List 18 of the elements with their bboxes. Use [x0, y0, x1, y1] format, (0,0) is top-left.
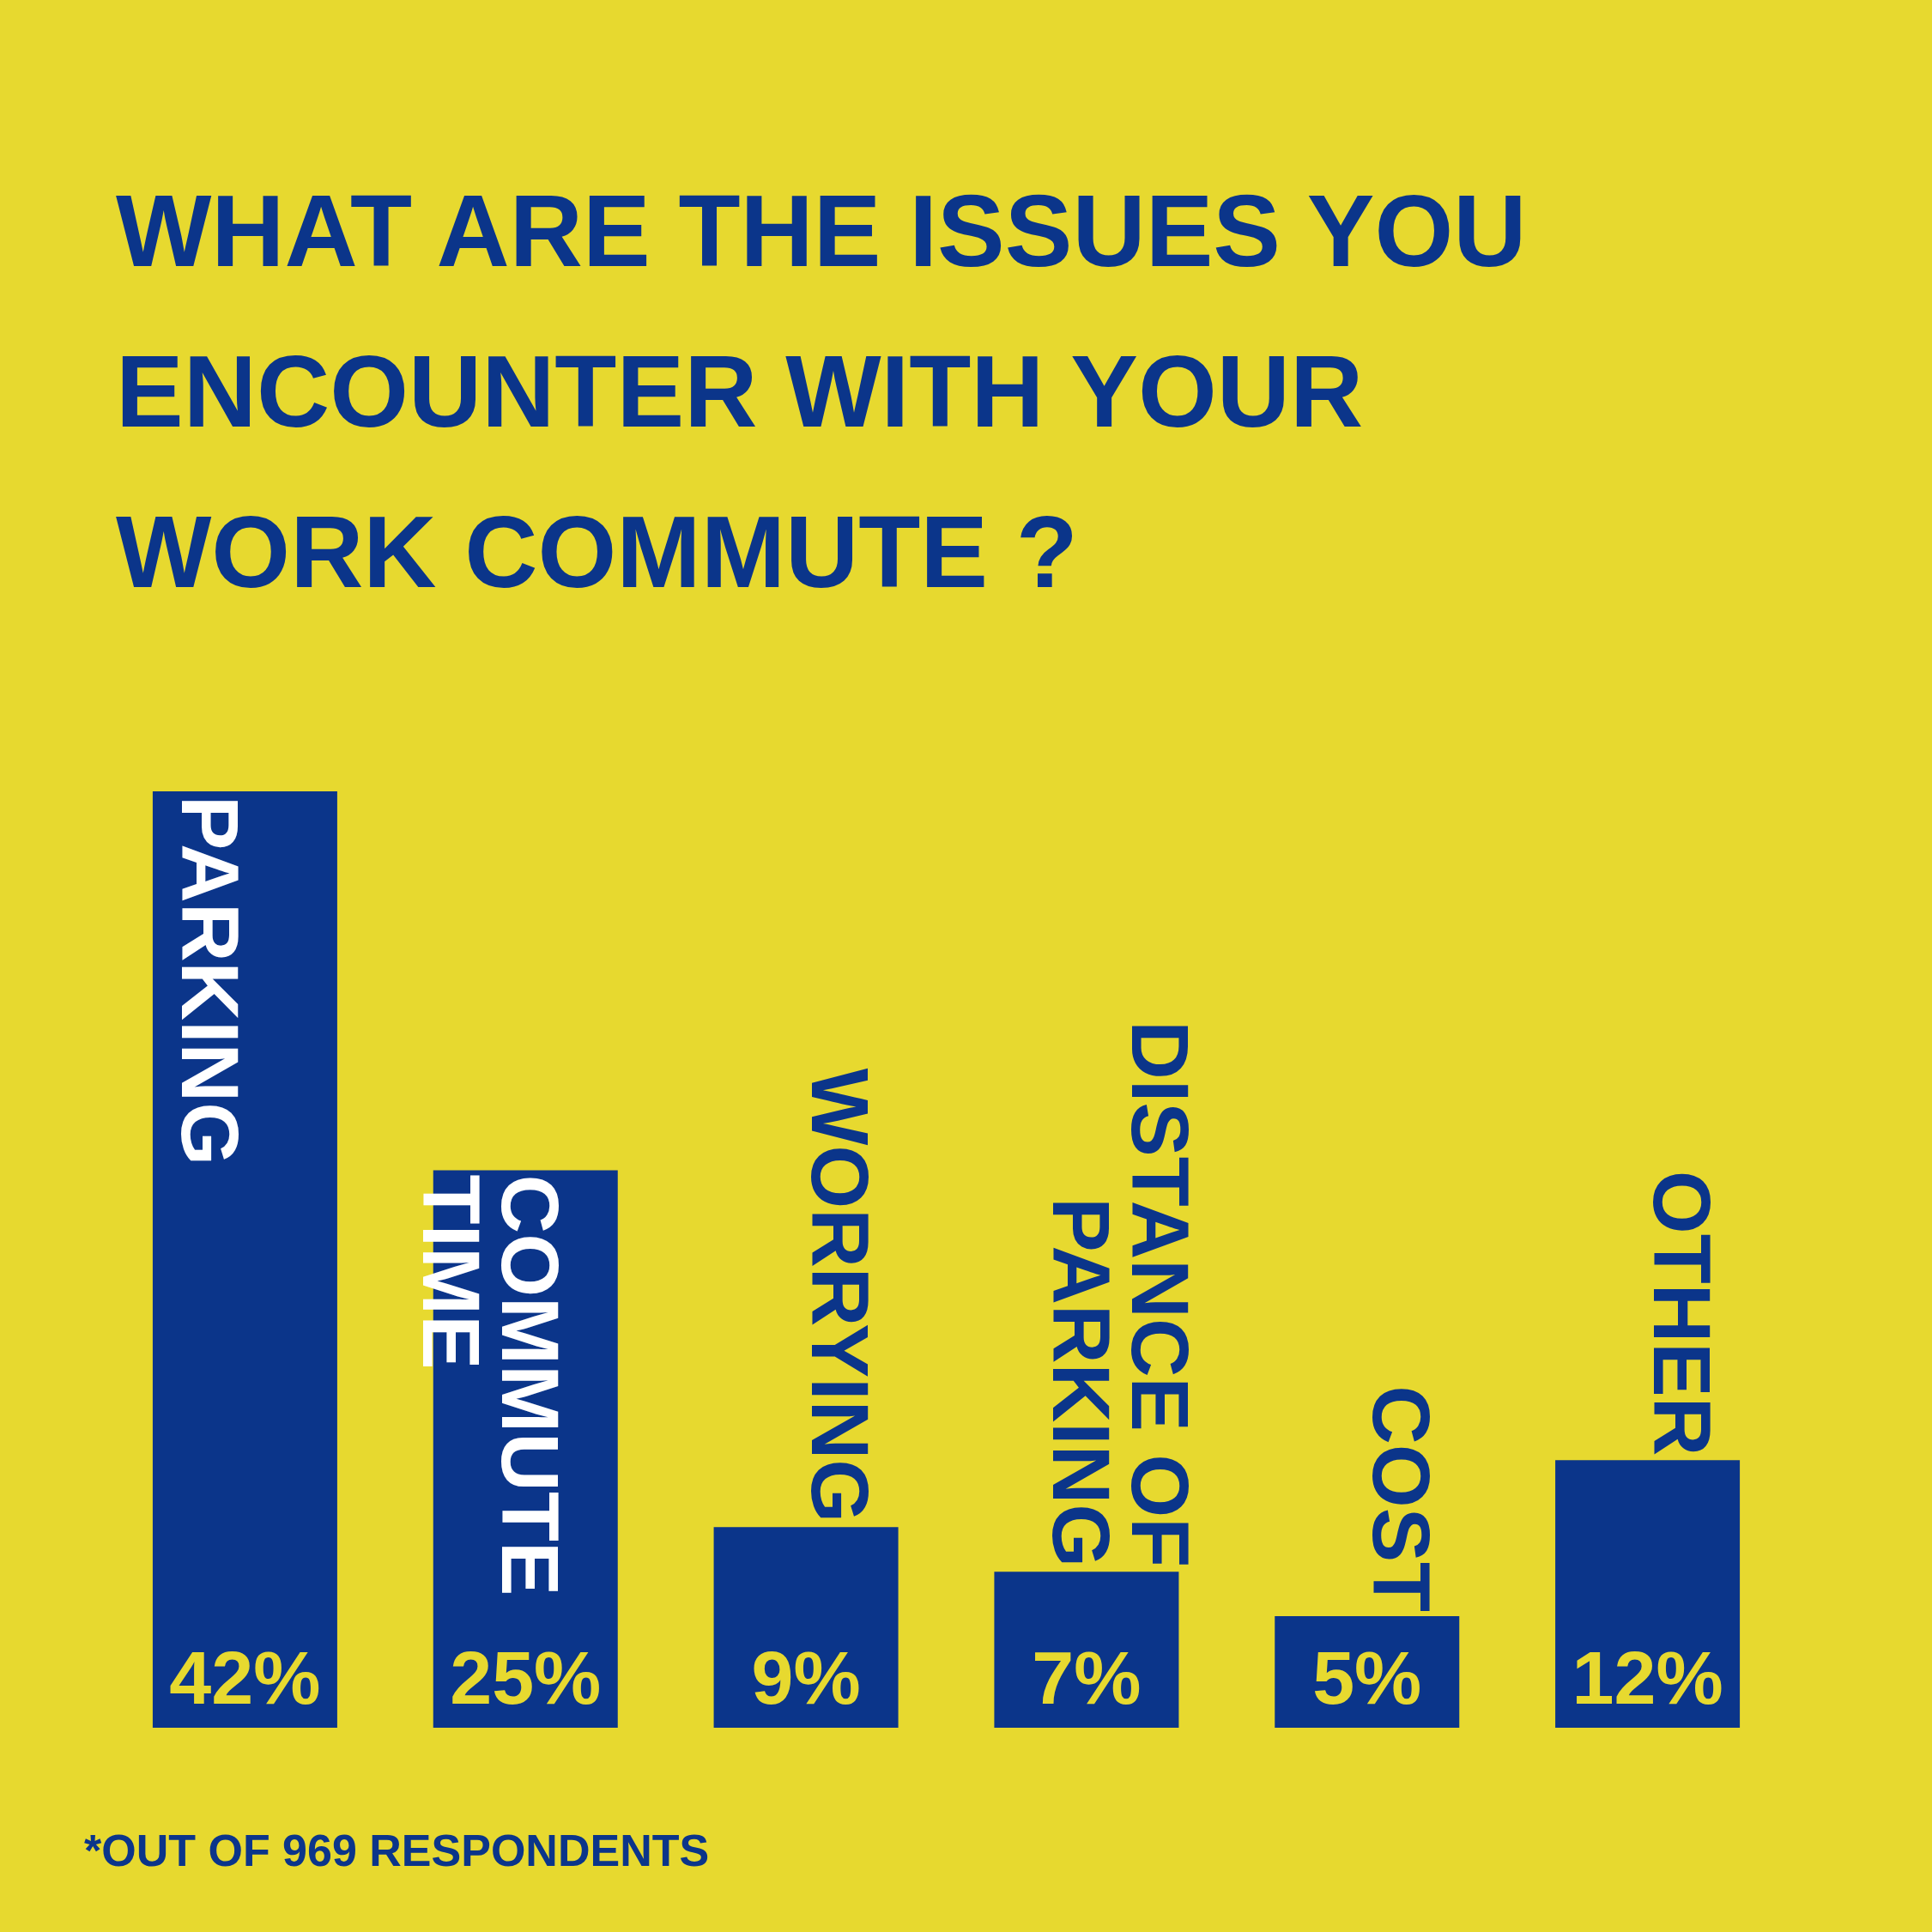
data-label: 42% — [169, 1634, 321, 1720]
x-tick-label: DISTANCE OF PARKING — [1035, 1021, 1206, 1568]
bar — [152, 791, 337, 1728]
data-label: 25% — [450, 1634, 602, 1720]
data-label: 12% — [1572, 1634, 1723, 1720]
bar — [994, 1572, 1179, 1728]
x-tick-label: OTHER — [1636, 1170, 1728, 1457]
data-label: 5% — [1312, 1634, 1422, 1720]
x-tick-label: COST — [1355, 1385, 1447, 1613]
x-tick-label: PARKING — [165, 796, 257, 1166]
data-label: 9% — [751, 1634, 861, 1720]
x-tick-label: COMMUTE TIME — [406, 1174, 577, 1596]
data-label: 7% — [1032, 1634, 1142, 1720]
chart-title: WHAT ARE THE ISSUES YOU ENCOUNTER WITH YOUR WORK COMMUTE ? — [116, 173, 1555, 609]
bar — [1555, 1460, 1741, 1728]
x-tick-label: WORRYING — [795, 1068, 887, 1523]
bar — [713, 1527, 899, 1728]
text: *OUT OF 969 RESPONDENTS — [84, 1826, 710, 1875]
